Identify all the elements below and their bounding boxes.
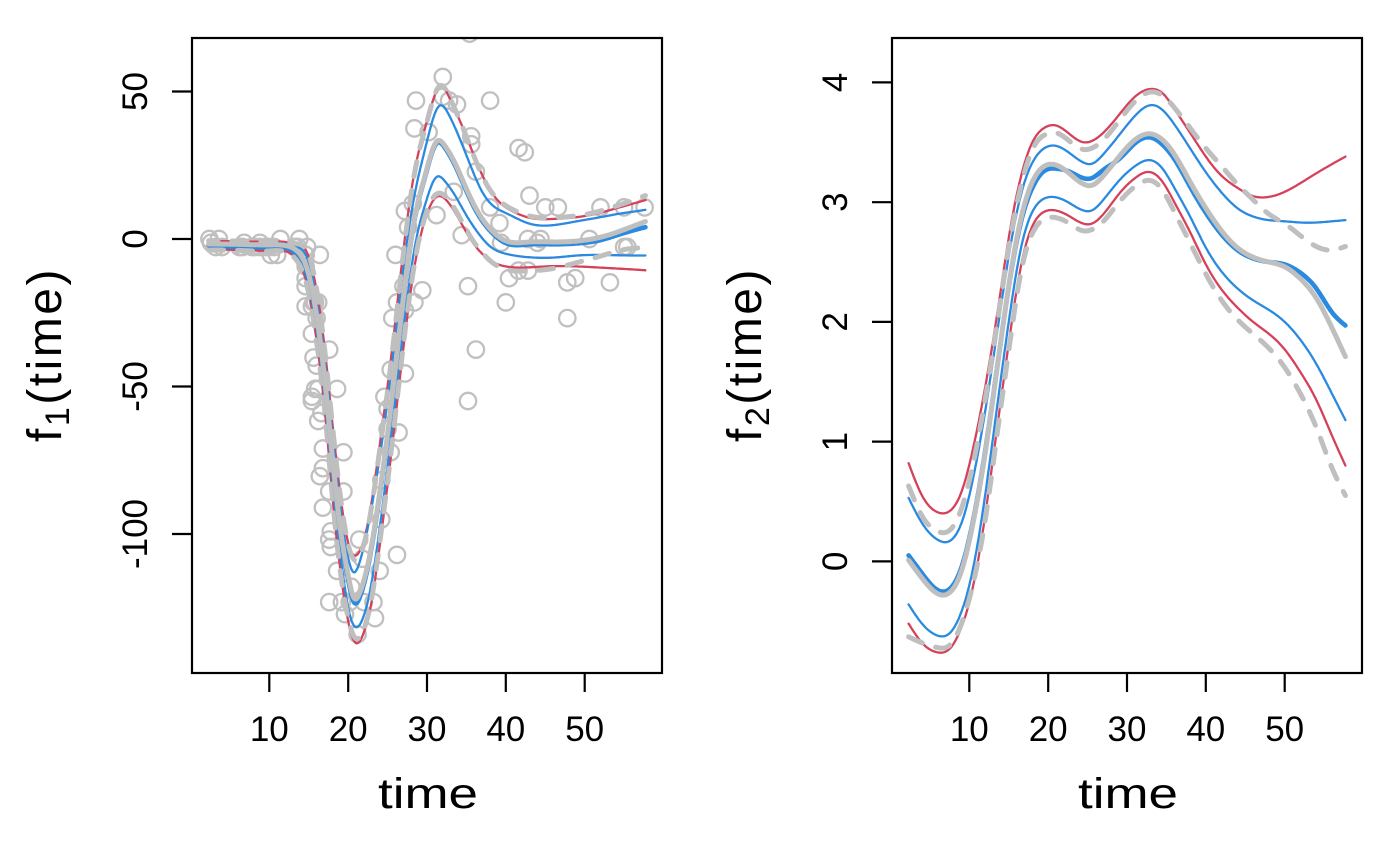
svg-text:40: 40 bbox=[486, 710, 525, 749]
svg-text:30: 30 bbox=[1108, 710, 1147, 749]
svg-text:50: 50 bbox=[565, 710, 604, 749]
svg-text:50: 50 bbox=[1265, 710, 1304, 749]
svg-text:20: 20 bbox=[329, 710, 368, 749]
svg-text:-50: -50 bbox=[116, 361, 155, 412]
svg-text:10: 10 bbox=[250, 710, 289, 749]
svg-text:time: time bbox=[1078, 770, 1178, 818]
svg-text:40: 40 bbox=[1186, 710, 1225, 749]
svg-text:30: 30 bbox=[408, 710, 447, 749]
svg-text:10: 10 bbox=[950, 710, 989, 749]
svg-text:4: 4 bbox=[816, 73, 855, 92]
svg-text:-100: -100 bbox=[116, 499, 155, 569]
svg-text:3: 3 bbox=[816, 192, 855, 211]
svg-text:1: 1 bbox=[816, 432, 855, 451]
svg-text:20: 20 bbox=[1029, 710, 1068, 749]
svg-text:50: 50 bbox=[116, 72, 155, 111]
svg-text:2: 2 bbox=[816, 312, 855, 331]
svg-text:0: 0 bbox=[816, 552, 855, 571]
svg-text:time: time bbox=[378, 770, 478, 818]
svg-text:0: 0 bbox=[116, 229, 155, 248]
